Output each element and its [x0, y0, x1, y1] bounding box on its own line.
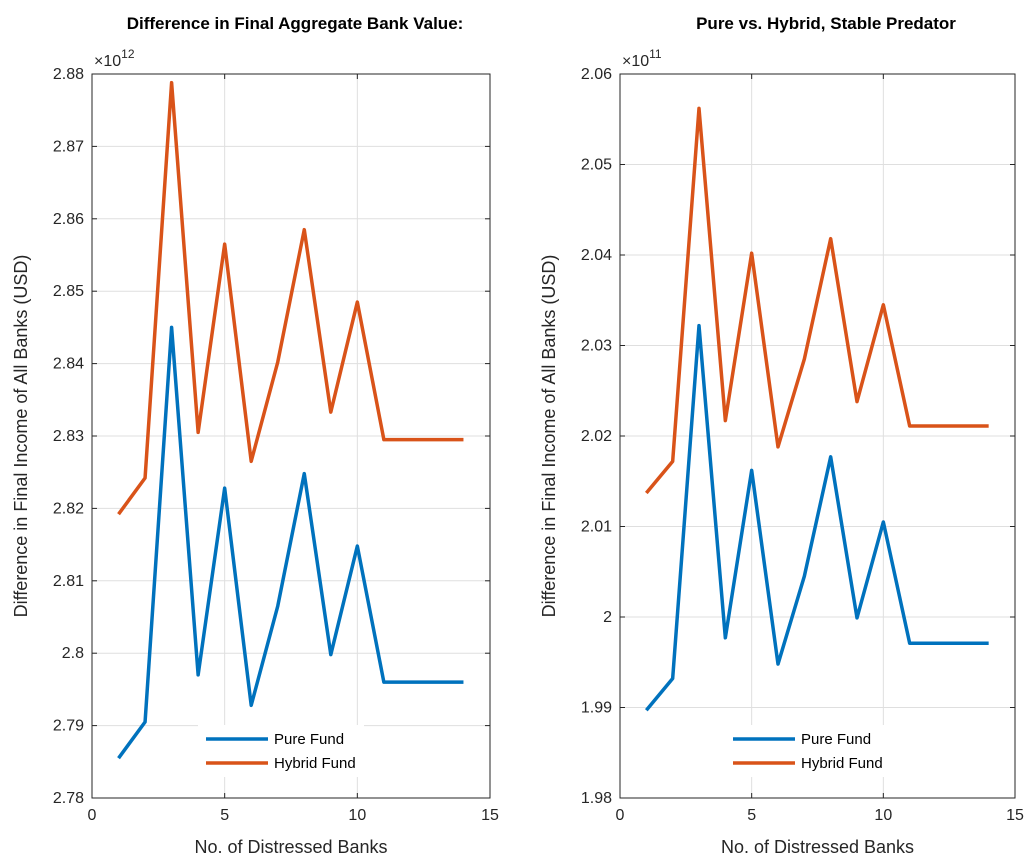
x-tick-label-2: 10 — [348, 807, 366, 824]
y-tick-label-0: 2.78 — [53, 790, 84, 807]
chart-right: 0 5 10 15 1.98 1.99 2 2.01 2.02 2.03 2.04 2.05 2.06 ×… — [539, 14, 1024, 857]
y-tick-label-2: 2 — [603, 609, 612, 626]
x-tick-label-0: 0 — [616, 807, 625, 824]
x-tick-label-1: 5 — [747, 807, 756, 824]
y-tick-label-7: 2.85 — [53, 283, 84, 300]
y-exponent-power: 11 — [649, 47, 662, 61]
y-exponent-label: ×1012 — [94, 47, 135, 70]
y-exponent-power: 12 — [121, 47, 135, 61]
y-tick-label-8: 2.86 — [53, 211, 84, 228]
y-tick-label-4: 2.82 — [53, 500, 84, 517]
legend-label-0: Pure Fund — [274, 731, 344, 748]
series-line-0 — [644, 323, 989, 712]
y-tick-label-2: 2.8 — [62, 645, 84, 662]
y-exponent-label: ×1011 — [622, 47, 662, 70]
legend: Pure Fund Hybrid Fund — [725, 725, 891, 777]
y-tick-label-5: 2.03 — [581, 338, 612, 355]
y-tick-label-5: 2.83 — [53, 428, 84, 445]
chart-title: Pure vs. Hybrid, Stable Predator — [696, 14, 956, 33]
legend: Pure Fund Hybrid Fund — [198, 725, 364, 777]
y-tick-label-1: 1.99 — [581, 700, 612, 717]
x-axis-label: No. of Distressed Banks — [721, 837, 914, 857]
y-exponent-base: ×10 — [94, 53, 121, 70]
chart-title: Difference in Final Aggregate Bank Value… — [127, 14, 464, 33]
legend-label-1: Hybrid Fund — [801, 755, 883, 772]
chart-left: 0 5 10 15 2.78 2.79 2.8 2.81 2.82 2.83 2.84 2.85 2.8… — [11, 14, 499, 857]
y-tick-label-8: 2.06 — [581, 66, 612, 83]
series-line-1 — [117, 80, 464, 516]
x-tick-label-0: 0 — [88, 807, 97, 824]
y-tick-label-1: 2.79 — [53, 718, 84, 735]
y-tick-label-6: 2.84 — [53, 356, 84, 373]
y-tick-label-3: 2.81 — [53, 573, 84, 590]
y-tick-label-6: 2.04 — [581, 247, 612, 264]
y-axis-label: Difference in Final Income of All Banks … — [539, 255, 559, 618]
x-axis-label: No. of Distressed Banks — [194, 837, 387, 857]
y-exponent-base: ×10 — [622, 53, 649, 70]
series-line-1 — [644, 106, 989, 495]
y-tick-label-3: 2.01 — [581, 519, 612, 536]
y-tick-label-4: 2.02 — [581, 428, 612, 445]
y-tick-label-10: 2.88 — [53, 66, 84, 83]
x-tick-label-3: 15 — [1006, 807, 1024, 824]
legend-label-0: Pure Fund — [801, 731, 871, 748]
series-line-0 — [117, 325, 464, 760]
x-tick-label-2: 10 — [874, 807, 892, 824]
y-tick-label-7: 2.05 — [581, 157, 612, 174]
y-tick-label-9: 2.87 — [53, 138, 84, 155]
x-tick-label-3: 15 — [481, 807, 499, 824]
y-axis-label: Difference in Final Income of All Banks … — [11, 255, 31, 618]
legend-label-1: Hybrid Fund — [274, 755, 356, 772]
legend-box — [725, 725, 891, 777]
y-tick-label-0: 1.98 — [581, 790, 612, 807]
legend-box — [198, 725, 364, 777]
x-tick-label-1: 5 — [220, 807, 229, 824]
